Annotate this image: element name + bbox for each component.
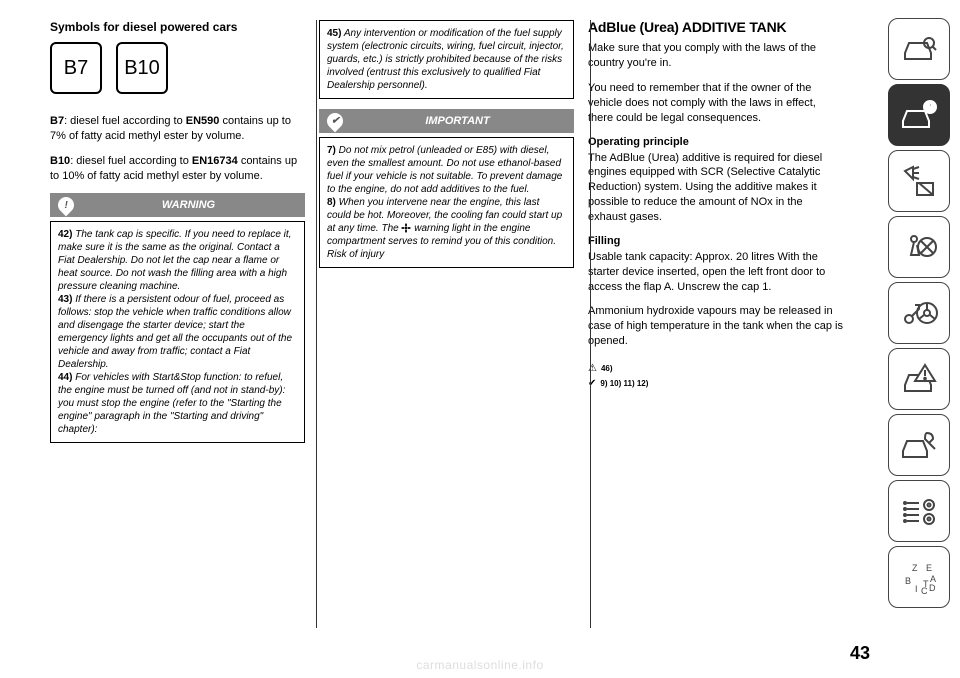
car-info-icon[interactable]: i [888,84,950,146]
lights-icon[interactable] [888,150,950,212]
b7-description: B7: diesel fuel according to EN590 conta… [50,114,305,144]
note-8-num: 8) [327,197,336,208]
fan-icon [401,223,411,233]
warning-label: WARNING [80,199,297,211]
note-45: Any intervention or modification of the … [327,28,564,91]
badge-b7: B7 [50,42,102,94]
svg-text:T: T [923,579,929,589]
note-42-num: 42) [58,229,72,240]
note-7: Do not mix petrol (unleaded or E85) with… [327,145,562,195]
column-3: AdBlue (Urea) ADDITIVE TANK Make sure th… [588,20,843,610]
column-1: Symbols for diesel powered cars B7 B10 B… [50,20,305,610]
key-wheel-icon[interactable] [888,282,950,344]
warning-icon: ! [55,194,78,217]
note-7-num: 7) [327,145,336,156]
airbag-icon[interactable] [888,216,950,278]
adblue-p1: Make sure that you comply with the laws … [588,41,843,71]
adblue-p3: The AdBlue (Urea) additive is required f… [588,151,843,225]
car-wrench-icon[interactable] [888,414,950,476]
adblue-p2: You need to remember that if the owner o… [588,81,843,126]
operating-principle-head: Operating principle [588,136,843,148]
section-rail: i [888,18,950,608]
svg-text:Z: Z [912,563,918,573]
car-warning-icon[interactable] [888,348,950,410]
en16734-label: EN16734 [192,155,238,167]
note-45-num: 45) [327,28,341,39]
note-43-num: 43) [58,294,72,305]
warning-box-1: 42) The tank cap is specific. If you nee… [50,221,305,443]
svg-text:D: D [929,583,936,593]
adblue-title: AdBlue (Urea) ADDITIVE TANK [588,20,843,35]
warn-ref-46-text: 46) [601,364,613,373]
warn-ref-9-12: ✔9) 10) 11) 12) [588,378,843,389]
note-42: The tank cap is specific. If you need to… [58,229,291,292]
important-label: IMPORTANT [349,115,566,127]
important-icon: ✔ [324,110,347,133]
b10-text1: : diesel fuel according to [70,155,192,167]
badge-b10: B10 [116,42,168,94]
b10-description: B10: diesel fuel according to EN16734 co… [50,154,305,184]
b10-label: B10 [50,155,70,167]
svg-text:E: E [926,563,932,573]
warn-ref-46: ⚠46) [588,363,843,374]
en590-label: EN590 [186,115,220,127]
column-2: 45) Any intervention or modification of … [319,20,574,610]
adblue-p4: Usable tank capacity: Approx. 20 litres … [588,250,843,295]
note-43: If there is a persistent odour of fuel, … [58,294,292,370]
watermark: carmanualsonline.info [0,658,960,672]
b7-text1: : diesel fuel according to [64,115,186,127]
alpha-dial-icon[interactable]: Z E B A I C D T [888,546,950,608]
b7-label: B7 [50,115,64,127]
svg-text:B: B [905,576,911,586]
adblue-p5: Ammonium hydroxide vapours may be releas… [588,304,843,349]
car-inspect-icon[interactable] [888,18,950,80]
diesel-symbols-heading: Symbols for diesel powered cars [50,20,305,34]
column-divider-1 [316,20,317,628]
filling-head: Filling [588,235,843,247]
note-44-num: 44) [58,372,72,383]
svg-text:I: I [915,584,918,594]
column-divider-2 [590,20,591,628]
important-bar: ✔ IMPORTANT [319,109,574,133]
fuel-badges: B7 B10 [50,42,305,94]
warning-bar: ! WARNING [50,193,305,217]
note-44: For vehicles with Start&Stop function: t… [58,372,285,435]
warn-ref-9-12-text: 9) 10) 11) 12) [600,379,648,388]
warning-box-2: 45) Any intervention or modification of … [319,20,574,99]
list-gear-icon[interactable] [888,480,950,542]
important-box: 7) Do not mix petrol (unleaded or E85) w… [319,137,574,268]
